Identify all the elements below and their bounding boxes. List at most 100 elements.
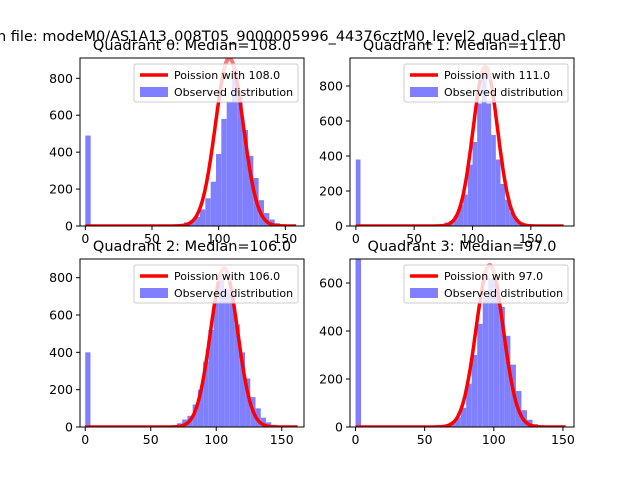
histogram-bar [192,404,198,427]
legend-label-poisson: Poission with 97.0 [444,270,543,283]
axes-frame [79,57,305,227]
histogram-bar [472,142,478,226]
histogram-bar [213,300,219,427]
axes-frame [349,57,575,227]
x-tick-label: 0 [81,432,89,447]
y-tick-label: 600 [49,108,73,123]
y-tick-label: 400 [319,324,343,339]
y-tick-label: 0 [65,420,73,435]
chart-title: Quadrant 3: Median=97.0 [368,239,557,255]
histogram-bar [197,389,204,427]
plot-area [354,259,567,427]
histogram-bar [486,103,492,226]
histogram-bar [493,283,500,427]
chart-panel-2: Quadrant 2: Median=106.0 0 50 100 150 0 200 400… [49,239,305,447]
y-tick-label: 600 [319,276,343,291]
x-tick-label: 50 [143,432,159,447]
x-tick-label: 150 [270,432,294,447]
histogram-bar [482,297,489,427]
y-tick-label: 600 [319,114,343,129]
y-tick-label: 200 [319,372,343,387]
x-tick-label: 50 [144,231,160,246]
legend-box [403,264,569,304]
histogram-bar [232,69,238,226]
y-tick-label: 200 [49,382,73,397]
x-tick-label: 100 [461,231,485,246]
x-tick-label: 0 [352,231,360,246]
x-tick-label: 150 [273,231,297,246]
legend-label-observed: Observed distribution [174,86,293,99]
legend-box [133,63,299,103]
histogram-bar [488,278,494,427]
legend-bar-swatch [410,288,438,298]
histogram-bar [460,407,467,427]
histogram-bar [477,323,483,427]
histogram-bar [224,288,230,427]
histogram-bar [453,215,459,226]
y-tick-label: 0 [335,420,343,435]
histogram-bar [509,212,515,226]
figure-suptitle: n file: modeM0/AS1A13_008T05_9000005996_… [0,29,566,45]
x-tick-label: 50 [406,231,422,246]
x-tick-label: 150 [551,432,575,447]
histogram-bar [85,352,91,427]
legend-box [133,264,299,304]
y-tick-label: 800 [319,79,343,94]
histogram-bar [355,259,362,427]
y-tick-label: 0 [65,219,73,234]
y-tick-label: 600 [49,308,73,323]
histogram-bar [226,102,232,226]
x-tick-label: 0 [352,432,360,447]
histogram-bar [234,324,240,427]
y-tick-label: 800 [49,71,73,86]
histogram-bar [200,209,206,226]
legend-bar-swatch [140,87,168,97]
histogram-bar [203,361,209,427]
histogram-bar [218,279,225,427]
poisson-curve [84,266,299,427]
legend-box [403,63,569,103]
legend-label-observed: Observed distribution [444,287,563,300]
histogram-bar [500,184,506,226]
chart-title: Quadrant 1: Median=111.0 [363,38,561,54]
histogram-bar [466,383,472,427]
histogram-bar [245,378,251,427]
y-tick-label: 400 [319,149,343,164]
histogram-bar [85,135,91,226]
histogram-bar [471,355,478,427]
x-tick-label: 100 [207,231,231,246]
histogram-bar [505,199,510,226]
legend-label-poisson: Poission with 111.0 [444,69,550,82]
histogram-bar [495,159,501,226]
x-tick-label: 0 [81,231,89,246]
legend-label-observed: Observed distribution [444,86,563,99]
y-tick-label: 800 [49,270,73,285]
histogram-bar [481,68,487,226]
histogram-bar [210,181,216,226]
legend-bar-swatch [140,288,168,298]
legend-label-poisson: Poission with 108.0 [174,69,280,82]
histogram-bar [229,294,235,427]
histogram-bar [455,417,461,427]
histogram-bar [463,194,468,226]
plot-area [84,266,299,427]
chart-title: Quadrant 2: Median=106.0 [93,239,291,255]
poisson-curve [84,58,298,226]
y-tick-label: 0 [335,219,343,234]
x-tick-label: 50 [417,432,433,447]
histogram-bar [504,335,511,427]
x-tick-label: 150 [519,231,543,246]
histogram-bar [237,96,243,226]
x-tick-label: 100 [482,432,506,447]
histogram-bar [260,417,267,427]
histogram-bar [355,159,361,226]
histogram-bar [208,329,214,427]
histogram-bar [499,307,505,427]
y-tick-label: 200 [319,184,343,199]
axes-frame [349,258,575,428]
panels: Quadrant 0: Median=108.0 0 50 100 150 0 200 400… [49,38,575,447]
poisson-curve [354,263,567,427]
histogram-bar [477,103,482,226]
x-tick-label: 100 [204,432,228,447]
